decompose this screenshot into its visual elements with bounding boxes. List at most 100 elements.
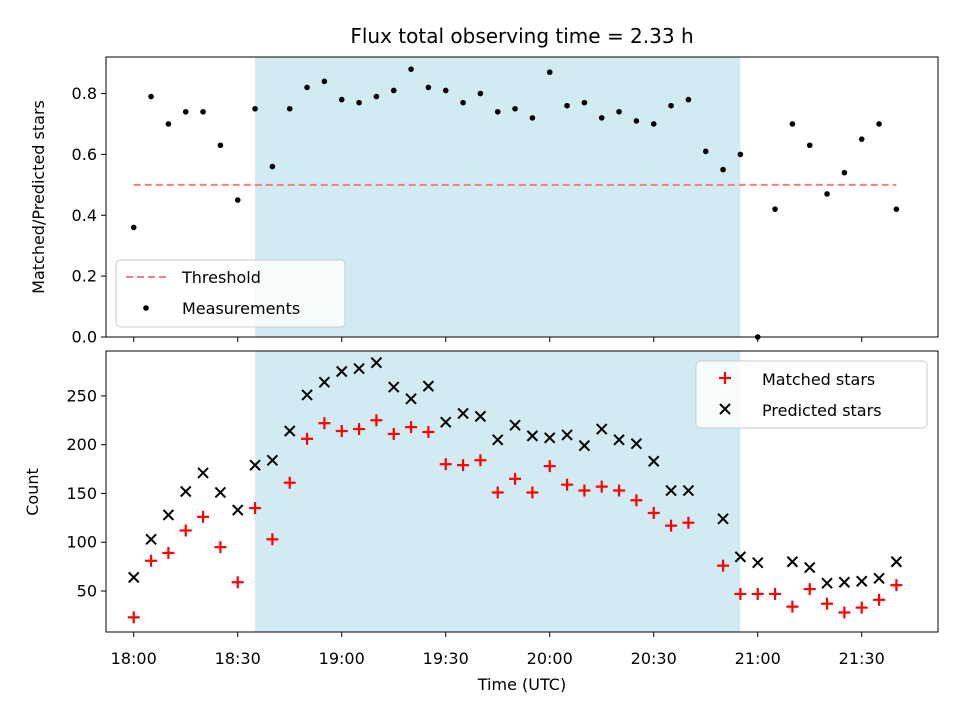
- measurement-point: [650, 121, 657, 127]
- y-tick-label: 0.6: [72, 145, 97, 164]
- measurement-point: [685, 96, 692, 103]
- measurement-point: [286, 105, 293, 112]
- predicted-stars-point: [682, 484, 695, 497]
- measurement-point: [633, 118, 640, 124]
- predicted-stars-point: [890, 556, 903, 568]
- matched-stars-point: [665, 519, 678, 532]
- bottom-axes-frame: [105, 350, 939, 633]
- measurement-point: [876, 121, 882, 127]
- predicted-stars-point: [630, 437, 643, 450]
- y-tick-label: 0.8: [72, 84, 97, 103]
- matched-stars-point: [231, 576, 244, 589]
- predicted-stars-point: [440, 416, 452, 428]
- x-tick-label: 18:30: [215, 649, 261, 668]
- measurement-point: [772, 206, 778, 212]
- measurement-point: [529, 115, 536, 121]
- measurement-point: [408, 66, 414, 72]
- predicted-stars-point: [422, 380, 435, 392]
- measurement-point: [200, 108, 206, 115]
- predicted-stars-point: [232, 504, 244, 516]
- measurement-point: [130, 224, 137, 231]
- matched-stars-point: [526, 486, 539, 499]
- predicted-stars-point: [578, 439, 591, 452]
- x-tick-label: 21:30: [839, 649, 885, 668]
- top-panel: 0.0 0.2 0.4 0.6 0.8 Flux total observing tim…: [29, 24, 939, 347]
- predicted-stars-point: [665, 484, 677, 497]
- matched-stars-point: [647, 506, 660, 519]
- matched-stars-point: [595, 480, 608, 493]
- measurement-point: [737, 151, 744, 158]
- predicted-stars-point: [353, 362, 365, 375]
- measurement-point: [234, 197, 241, 203]
- predicted-stars-point: [336, 365, 348, 378]
- legend-threshold-label: Threshold: [181, 268, 261, 287]
- measurement-point: [720, 166, 726, 173]
- matched-stars-point: [873, 593, 886, 606]
- matched-stars-point: [301, 432, 314, 445]
- measurement-point: [460, 99, 466, 106]
- predicted-stars-point: [180, 485, 192, 498]
- predicted-stars-point: [162, 509, 175, 521]
- predicted-stars-point: [804, 561, 816, 574]
- predicted-stars-point: [613, 434, 625, 446]
- predicted-stars-point: [544, 432, 556, 444]
- y-tick-label: 50: [77, 582, 97, 601]
- matched-stars-point: [474, 454, 487, 467]
- bottom-x-ticks: 18:00 18:30 19:00 19:30 20:00 20:30 21:00 21:30: [111, 632, 885, 668]
- x-tick-label: 20:00: [527, 649, 573, 668]
- matched-stars-point: [821, 597, 834, 610]
- y-tick-label: 100: [66, 533, 97, 552]
- matched-stars-point: [405, 421, 418, 434]
- matched-stars-point: [353, 423, 366, 436]
- x-tick-label: 19:30: [423, 649, 469, 668]
- measurement-point: [668, 102, 674, 109]
- matched-stars-point: [682, 516, 695, 529]
- predicted-stars-point: [474, 410, 487, 423]
- predicted-stars-point: [717, 513, 729, 525]
- predicted-stars-point: [856, 575, 868, 587]
- matched-stars-point: [630, 494, 643, 507]
- measurement-point: [546, 69, 553, 76]
- matched-stars-point: [561, 478, 574, 491]
- bottom-legend-box: [695, 360, 928, 429]
- matched-stars-point: [249, 502, 262, 515]
- matched-stars-point: [543, 460, 556, 473]
- measurement-point: [148, 93, 154, 100]
- predicted-stars-point: [596, 423, 608, 435]
- matched-stars-point: [214, 541, 227, 554]
- y-tick-label: 200: [66, 435, 97, 454]
- x-axis-label: Time (UTC): [477, 675, 566, 694]
- matched-stars-point: [162, 546, 175, 559]
- matched-stars-point: [786, 600, 799, 613]
- measurement-point: [494, 108, 501, 115]
- matched-stars-point: [769, 587, 782, 600]
- predicted-stars-point: [405, 393, 417, 405]
- top-y-ticks: 0.0 0.2 0.4 0.6 0.8: [72, 84, 106, 347]
- y-tick-label: 150: [66, 484, 97, 503]
- measurement-point: [442, 87, 449, 94]
- predicted-stars-point: [249, 459, 261, 471]
- predicted-stars-point: [301, 389, 313, 401]
- predicted-stars-point: [318, 376, 331, 388]
- predicted-stars-point: [266, 454, 279, 466]
- measurement-point: [373, 93, 380, 100]
- matched-stars-point: [717, 559, 730, 572]
- measurement-point: [252, 105, 258, 112]
- predicted-stars-point: [284, 425, 296, 437]
- measurement-point: [616, 108, 622, 115]
- predicted-stars-point: [388, 381, 400, 393]
- x-tick-label: 21:00: [735, 649, 781, 668]
- matched-stars-point: [439, 458, 452, 471]
- predicted-stars-point: [561, 429, 573, 441]
- measurement-point: [182, 108, 189, 115]
- measurement-point: [858, 136, 865, 142]
- matched-stars-point: [838, 606, 851, 619]
- legend-predicted-label: Predicted stars: [762, 401, 882, 420]
- matched-stars-point: [266, 533, 279, 546]
- measurement-point: [806, 142, 813, 149]
- matched-stars-point: [855, 601, 868, 614]
- legend-measurements-swatch: [143, 305, 149, 311]
- predicted-stars-point: [734, 551, 747, 563]
- measurements-series: [130, 66, 900, 340]
- chart-title: Flux total observing time = 2.33 h: [350, 24, 693, 48]
